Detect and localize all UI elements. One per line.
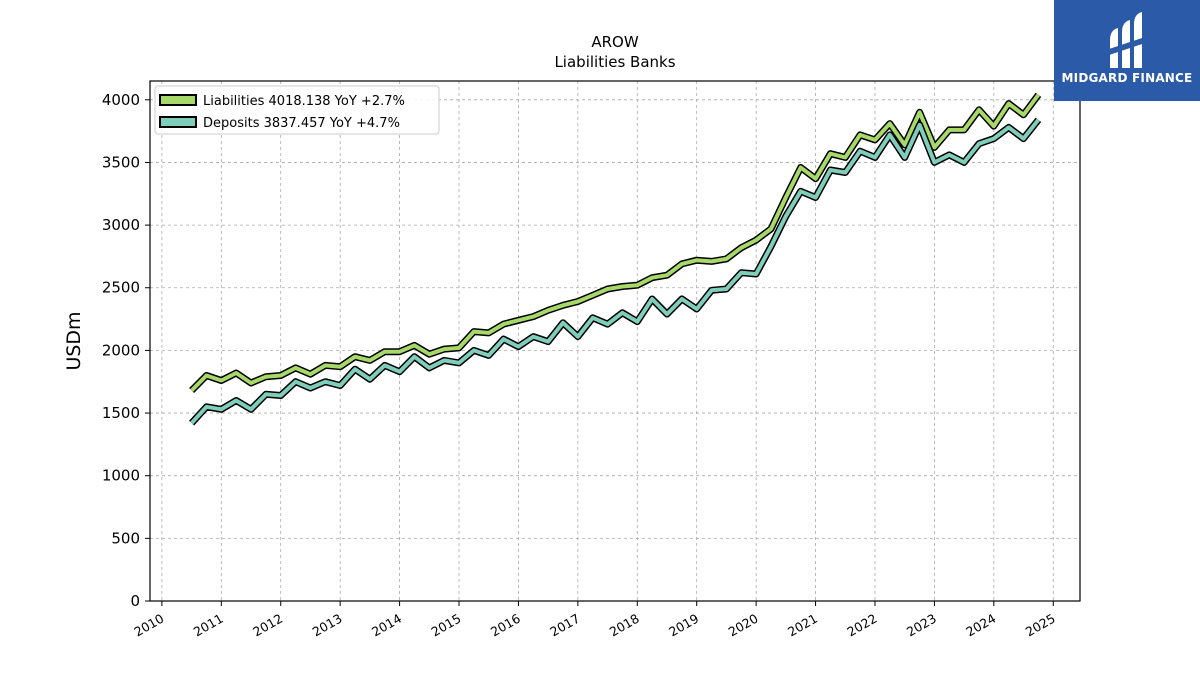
x-tick-label: 2010: [131, 611, 166, 640]
y-tick-label: 3500: [102, 153, 140, 171]
series-layer: [189, 92, 1042, 426]
x-tick-label: 2014: [369, 611, 404, 640]
legend-swatch-0: [159, 94, 197, 106]
y-tick-label: 1500: [102, 404, 140, 422]
y-tick-label: 500: [111, 529, 140, 547]
legend: Liabilities 4018.138 YoY +2.7% Deposits 3…: [154, 85, 440, 135]
legend-label-0: Liabilities 4018.138 YoY +2.7%: [203, 94, 405, 109]
x-tick-label: 2025: [1023, 611, 1058, 640]
x-tick-label: 2020: [726, 611, 761, 640]
x-tick-label: 2022: [844, 611, 879, 640]
y-tick-label: 3000: [102, 216, 140, 234]
series-line-outline-1: [189, 117, 1042, 426]
legend-swatch-1: [159, 116, 197, 128]
plot-frame: [149, 80, 1081, 602]
legend-items: Liabilities 4018.138 YoY +2.7% Deposits 3…: [159, 94, 405, 131]
x-axis: 2010 2011 2012 2013 2014 2015 2016 2017 2018 2019…: [131, 601, 1058, 640]
x-tick-label: 2013: [310, 611, 345, 640]
chart-subtitle: Liabilities Banks: [554, 53, 675, 71]
chart-title: AROW: [591, 33, 638, 51]
x-tick-label: 2012: [250, 611, 285, 640]
x-tick-label: 2015: [428, 611, 463, 640]
x-tick-label: 2016: [488, 611, 523, 640]
series-line-1: [190, 118, 1040, 425]
grid: [150, 81, 1080, 602]
x-tick-label: 2018: [607, 611, 642, 640]
x-tick-label: 2019: [666, 611, 701, 640]
x-tick-label: 2017: [547, 611, 582, 640]
logo-mark-icon: [1106, 12, 1148, 68]
brand-logo: MIDGARD FINANCE: [1054, 0, 1200, 101]
y-axis-label: USDm: [63, 311, 85, 370]
y-tick-label: 1000: [102, 467, 140, 485]
legend-box: [154, 85, 440, 135]
y-tick-label: 0: [130, 592, 140, 610]
y-tick-label: 2500: [102, 279, 140, 297]
y-tick-label: 4000: [102, 91, 140, 109]
series-line-0: [190, 93, 1041, 392]
y-tick-label: 2000: [102, 341, 140, 359]
legend-label-1: Deposits 3837.457 YoY +4.7%: [203, 116, 400, 131]
x-tick-label: 2021: [785, 611, 820, 640]
x-tick-label: 2023: [904, 611, 939, 640]
x-tick-label: 2024: [963, 611, 998, 640]
x-tick-label: 2011: [191, 611, 226, 640]
logo-text: MIDGARD FINANCE: [1061, 71, 1193, 85]
y-axis: 0 500 1000 1500 2000 2500 3000 3500 4000: [102, 91, 150, 610]
